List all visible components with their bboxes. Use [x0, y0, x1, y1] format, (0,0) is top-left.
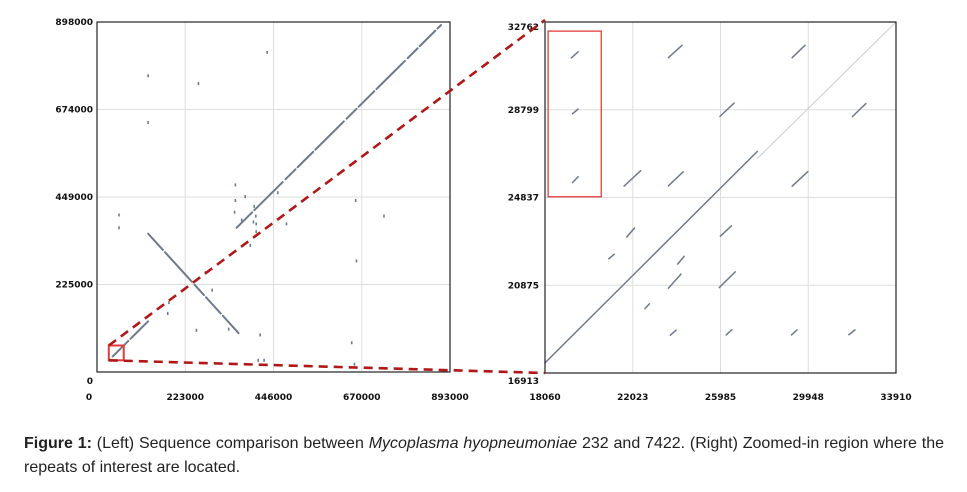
left-match-point — [383, 214, 385, 218]
left-match-point — [354, 199, 357, 203]
left-match-segment — [111, 320, 150, 358]
right-match-segment — [623, 169, 642, 187]
right-match-segment — [608, 253, 616, 260]
left-y-tick-label: 674000 — [55, 106, 93, 116]
right-match-segment — [544, 150, 759, 364]
right-x-tick-label: 22023 — [617, 393, 648, 403]
left-match-point — [285, 222, 288, 226]
figure-caption: Figure 1: (Left) Sequence comparison bet… — [24, 432, 944, 480]
right-match-segment — [718, 271, 736, 289]
left-match-segment — [235, 24, 442, 229]
right-plot-border — [544, 21, 897, 374]
right-match-segment — [625, 227, 636, 238]
right-y-tick-label: 20875 — [508, 281, 539, 291]
left-match-point — [252, 220, 255, 224]
right-y-tick-label: 16913 — [508, 377, 539, 387]
left-match-segment — [147, 232, 240, 335]
left-match-point — [195, 328, 198, 332]
right-match-segment — [669, 329, 677, 336]
left-dotplot: 0 223000 446000 670000 893000 0 225000 449000 67… — [55, 18, 468, 403]
left-match-point — [263, 358, 265, 362]
left-match-point — [234, 183, 237, 187]
right-match-segment — [790, 329, 798, 336]
caption-text-2: 232 and 7422. (Right) Zoomed-in region w… — [24, 435, 945, 476]
left-match-point — [211, 288, 213, 292]
figure: 0 223000 446000 670000 893000 0 225000 449000 67… — [55, 18, 912, 403]
caption-label: Figure 1: — [24, 435, 92, 452]
left-match-point — [118, 226, 120, 230]
right-match-segment — [851, 102, 867, 118]
right-match-segment — [719, 102, 735, 118]
right-x-tick-label: 29948 — [793, 393, 824, 403]
left-match-point — [259, 333, 261, 337]
left-x-tick-label: 670000 — [343, 393, 381, 403]
left-match-point — [253, 204, 256, 208]
right-dotplot: 18060 22023 25985 29948 33910 16913 20875 24837… — [508, 21, 912, 403]
left-match-point — [355, 259, 358, 263]
left-match-point — [147, 121, 149, 125]
left-match-point — [255, 222, 258, 226]
left-plot-border — [96, 21, 451, 373]
left-match-point — [266, 50, 269, 54]
left-match-point — [233, 210, 236, 214]
left-match-point — [255, 230, 258, 234]
zoom-connectors — [108, 18, 546, 375]
right-match-segment — [725, 328, 733, 336]
left-match-point — [353, 362, 356, 366]
left-x-tick-label: 223000 — [166, 393, 204, 403]
zoom-connector-top — [108, 18, 546, 347]
right-match-segment — [848, 329, 856, 336]
right-match-segment — [570, 50, 579, 59]
right-match-segment — [719, 225, 733, 237]
left-y-tick-label: 898000 — [55, 18, 93, 28]
left-match-point — [249, 243, 252, 247]
right-x-tick-label: 18060 — [529, 393, 560, 403]
left-x-tick-label: 0 — [86, 393, 92, 403]
left-match-point — [166, 312, 169, 316]
right-faint-diagonal — [757, 21, 897, 159]
left-match-point — [244, 195, 246, 199]
left-match-point — [168, 301, 170, 305]
caption-species: Mycoplasma hyopneumoniae — [368, 435, 578, 452]
left-match-point — [240, 218, 243, 222]
left-match-point — [227, 327, 230, 331]
right-match-segment — [667, 44, 683, 59]
left-x-tick-label: 446000 — [255, 393, 293, 403]
left-match-point — [118, 213, 120, 217]
left-match-point — [255, 214, 257, 218]
left-match-point — [257, 358, 259, 362]
right-match-segment — [571, 175, 579, 184]
right-y-tick-label: 24837 — [508, 194, 539, 204]
caption-text-1: (Left) Sequence comparison between — [91, 435, 369, 452]
left-y-tick-label: 0 — [87, 377, 93, 387]
right-x-tick-label: 33910 — [880, 393, 911, 403]
right-y-tick-label: 32762 — [508, 23, 539, 33]
right-y-tick-label: 28799 — [508, 106, 539, 116]
right-match-segment — [667, 171, 684, 187]
left-match-point — [197, 82, 200, 86]
left-y-tick-label: 225000 — [55, 281, 93, 291]
zoom-connector-bottom — [108, 359, 546, 375]
left-match-point — [234, 199, 237, 203]
right-match-segment — [676, 255, 685, 265]
left-y-tick-label: 449000 — [55, 193, 93, 203]
right-highlight-box — [547, 30, 602, 198]
left-match-point — [147, 74, 149, 78]
right-x-tick-label: 25985 — [705, 393, 736, 403]
left-match-point — [350, 341, 353, 345]
right-match-segment — [644, 302, 651, 310]
right-match-segment — [571, 108, 579, 115]
right-match-segment — [791, 44, 806, 59]
left-match-point — [277, 191, 279, 195]
right-match-segment — [667, 273, 682, 289]
left-x-tick-label: 893000 — [431, 393, 469, 403]
right-match-segment — [791, 170, 809, 187]
